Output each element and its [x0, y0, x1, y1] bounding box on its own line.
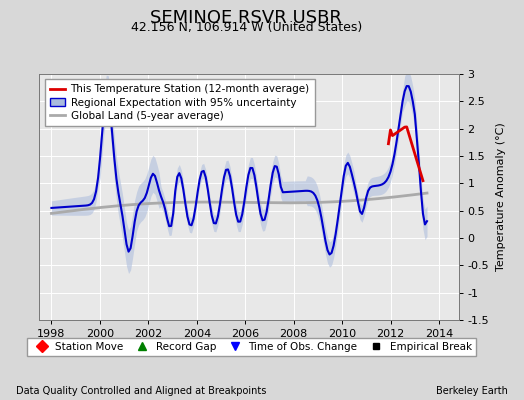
Text: SEMINOE RSVR USBR: SEMINOE RSVR USBR	[150, 9, 342, 27]
Legend: Station Move, Record Gap, Time of Obs. Change, Empirical Break: Station Move, Record Gap, Time of Obs. C…	[27, 338, 476, 356]
Legend: This Temperature Station (12-month average), Regional Expectation with 95% uncer: This Temperature Station (12-month avera…	[45, 79, 315, 126]
Text: 42.156 N, 106.914 W (United States): 42.156 N, 106.914 W (United States)	[130, 21, 362, 34]
Y-axis label: Temperature Anomaly (°C): Temperature Anomaly (°C)	[496, 123, 506, 271]
Text: Data Quality Controlled and Aligned at Breakpoints: Data Quality Controlled and Aligned at B…	[16, 386, 266, 396]
Text: Berkeley Earth: Berkeley Earth	[436, 386, 508, 396]
